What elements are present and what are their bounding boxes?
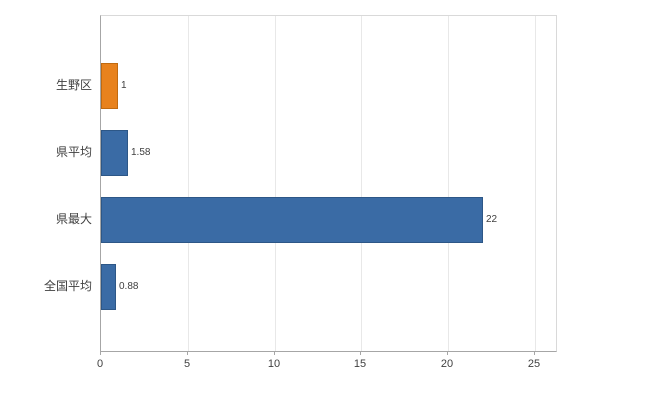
bar-value-label: 1 [121, 80, 127, 91]
category-label: 生野区 [55, 78, 92, 92]
bar-value-label: 0.88 [119, 281, 139, 292]
bar-生野区 [101, 63, 118, 109]
x-tick-mark [447, 351, 448, 355]
grid-line [535, 16, 536, 351]
grid-line [275, 16, 276, 351]
bar-県最大 [101, 197, 483, 243]
category-label: 県平均 [55, 145, 92, 159]
x-tick-label: 25 [527, 358, 541, 370]
bar-value-label: 1.58 [131, 147, 151, 158]
x-tick-label: 15 [353, 358, 367, 370]
grid-line [188, 16, 189, 351]
x-tick-mark [360, 351, 361, 355]
grid-line [448, 16, 449, 351]
x-tick-mark [187, 351, 188, 355]
bar-value-label: 22 [486, 214, 498, 225]
x-tick-mark [274, 351, 275, 355]
x-tick-label: 0 [96, 358, 104, 370]
category-label: 全国平均 [43, 279, 92, 293]
plot-area: 1 1.58 22 0.88 [100, 15, 557, 352]
bar-県平均 [101, 130, 128, 176]
x-tick-mark [100, 351, 101, 355]
x-tick-label: 5 [183, 358, 191, 370]
x-tick-label: 20 [440, 358, 454, 370]
category-label: 県最大 [55, 212, 92, 226]
bar-全国平均 [101, 264, 116, 310]
x-tick-mark [534, 351, 535, 355]
grid-line [361, 16, 362, 351]
x-tick-label: 10 [267, 358, 281, 370]
